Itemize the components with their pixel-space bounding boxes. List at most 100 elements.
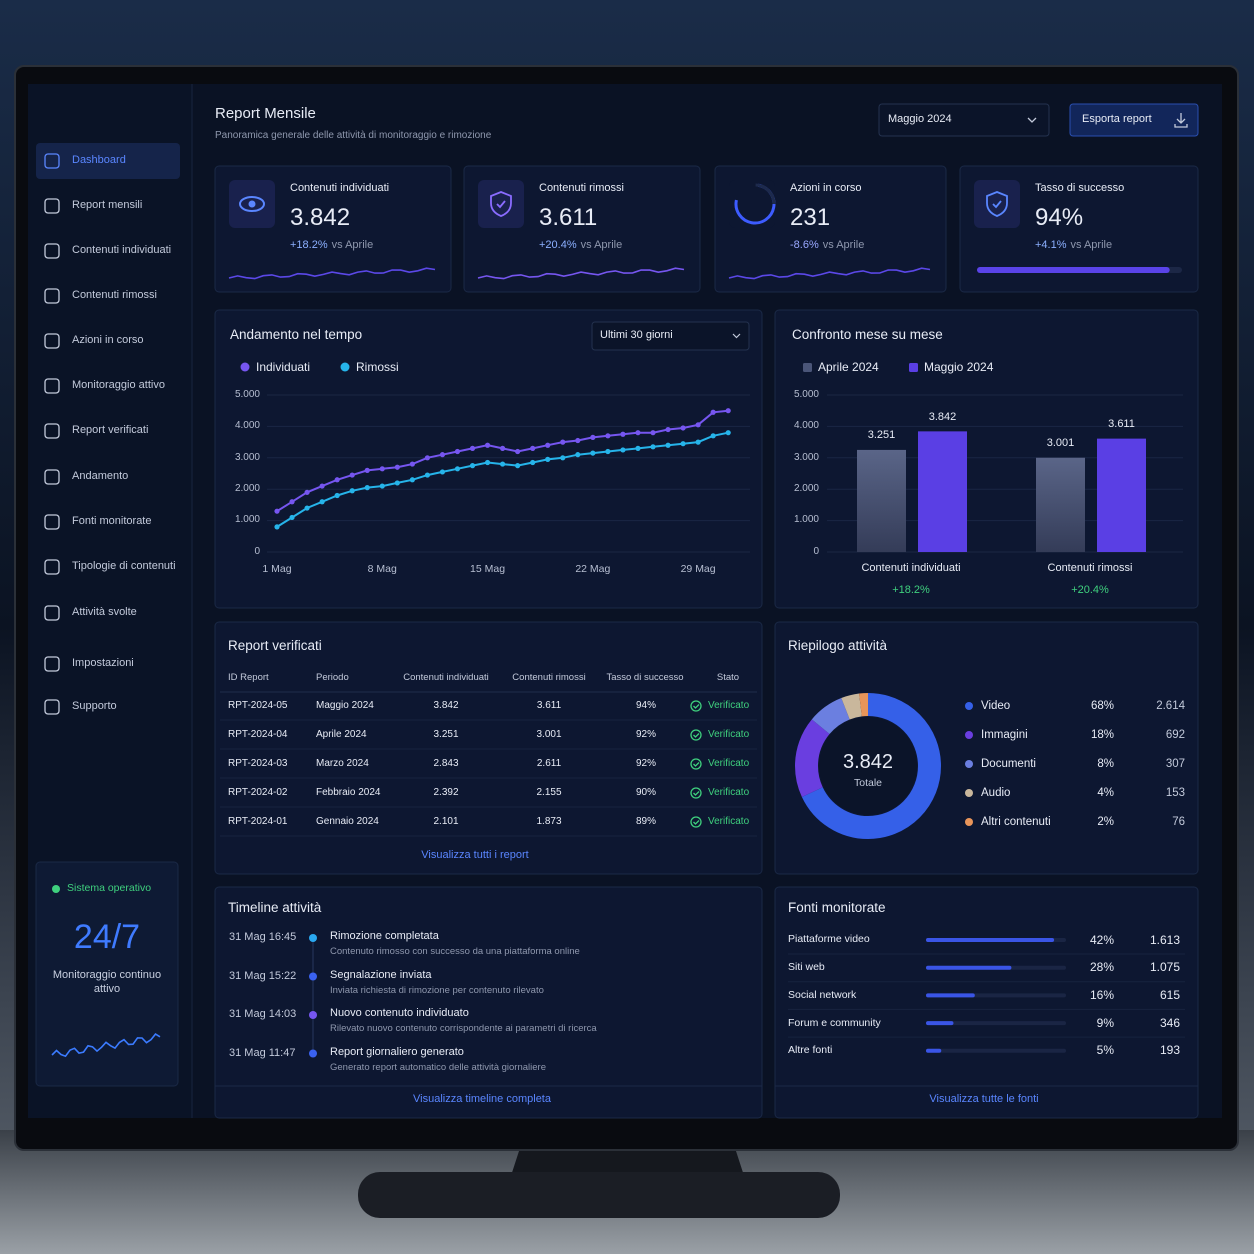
count-label: 692 (1165, 728, 1185, 741)
nav-item[interactable]: Report mensili (72, 199, 143, 212)
legend-label[interactable]: Documenti (981, 757, 1036, 770)
export-button-label[interactable]: Esporta report (1082, 113, 1152, 126)
progress-bar (977, 267, 1170, 273)
nav-item[interactable]: Tipologie di contenuti (72, 560, 176, 573)
percent-label: 42% (1089, 932, 1114, 947)
point (620, 447, 626, 453)
chevron (1027, 117, 1037, 123)
column-header: Contenuti rimossi (512, 672, 586, 684)
point (274, 524, 280, 530)
legend-swatch (340, 362, 350, 372)
source-bar (926, 1048, 942, 1053)
table-cell: 3.251 (433, 728, 459, 740)
point (334, 477, 340, 483)
sources-link[interactable]: Visualizza tutte le fonti (929, 1093, 1039, 1106)
period-select-label[interactable]: Maggio 2024 (888, 113, 952, 126)
source-name: Forum e community (788, 1016, 881, 1029)
status-card (35, 861, 179, 1087)
kpi-comparison: vs Aprile (822, 239, 865, 252)
percent-label: 28% (1089, 960, 1114, 975)
percent-label: 9% (1096, 1015, 1114, 1030)
timeline-time: 31 Mag 16:45 (229, 931, 297, 944)
legend-swatch (240, 362, 250, 372)
point (545, 456, 551, 462)
nav-item[interactable]: Contenuti individuati (72, 244, 172, 257)
donut-hole (819, 717, 917, 815)
legend-label[interactable]: Individuati (256, 359, 311, 374)
nav-item[interactable]: Impostazioni (72, 657, 134, 670)
timeline-time: 31 Mag 15:22 (229, 969, 297, 982)
legend-dot (965, 760, 973, 768)
nav-item[interactable]: Contenuti rimossi (72, 289, 157, 302)
nav-item[interactable]: Fonti monitorate (72, 515, 152, 528)
table-cell: 90% (635, 786, 656, 798)
count-label: 307 (1165, 757, 1185, 770)
point (515, 448, 521, 455)
card-title: Andamento nel tempo (230, 326, 363, 342)
nav-icon (44, 699, 60, 715)
legend-label[interactable]: Rimossi (356, 359, 399, 374)
nav-item[interactable]: Report verificati (72, 424, 149, 437)
timeline-link[interactable]: Visualizza timeline completa (413, 1093, 551, 1106)
y-tick-label: 4.000 (234, 420, 260, 432)
source-name: Siti web (788, 961, 825, 974)
point (620, 431, 626, 437)
legend-label[interactable]: Maggio 2024 (924, 359, 994, 374)
chevron (732, 333, 741, 339)
nav-item[interactable]: Attività svolte (72, 606, 137, 619)
kpi-change: +20.4% (539, 239, 577, 252)
legend-label[interactable]: Immagini (981, 728, 1028, 741)
point (590, 434, 596, 440)
count-label: 1.613 (1149, 932, 1180, 947)
table-cell: Marzo 2024 (316, 757, 369, 769)
nav-item[interactable]: Azioni in corso (72, 334, 144, 347)
source-bar (926, 965, 1012, 970)
nav-item[interactable]: Supporto (72, 700, 117, 713)
y-tick-label: 2.000 (234, 483, 260, 494)
nav-item[interactable]: Monitoraggio attivo (72, 379, 165, 392)
point (725, 408, 731, 414)
y-tick-label: 0 (813, 545, 819, 557)
value-label: 3.842 (928, 410, 957, 423)
y-tick-label: 1.000 (793, 514, 819, 526)
legend-label[interactable]: Altri contenuti (981, 815, 1051, 828)
legend-label[interactable]: Audio (981, 786, 1011, 799)
timeline-description: Inviata richiesta di rimozione per conte… (330, 984, 544, 996)
legend-dot (965, 702, 973, 710)
percent-label: 5% (1096, 1043, 1114, 1058)
point (605, 433, 611, 439)
nav-icon (44, 333, 60, 349)
nav-icon (44, 605, 60, 621)
value-label: 3.251 (867, 429, 896, 442)
point (469, 445, 476, 451)
range-select-label[interactable]: Ultimi 30 giorni (600, 329, 673, 342)
table-link[interactable]: Visualizza tutti i report (421, 849, 529, 862)
kpi-value: 3.611 (539, 204, 598, 232)
nav-item[interactable]: Andamento (72, 470, 129, 483)
timeline-title: Segnalazione inviata (330, 968, 432, 981)
point (635, 445, 641, 451)
point (695, 439, 701, 445)
x-tick-label: 8 Mag (367, 563, 397, 576)
table-cell: 94% (635, 699, 656, 711)
legend-label[interactable]: Aprile 2024 (818, 359, 879, 374)
nav-item[interactable]: Dashboard (72, 154, 126, 167)
check-icon (690, 787, 702, 799)
nav-icon (44, 288, 60, 304)
kpi-value: 94% (1035, 204, 1084, 232)
count-label: 346 (1159, 1015, 1180, 1030)
kpi-icon-bg (478, 180, 524, 228)
legend-label[interactable]: Video (981, 699, 1011, 712)
card (214, 621, 763, 875)
timeline-dot (309, 934, 317, 942)
kpi-label: Azioni in corso (790, 182, 862, 195)
table-cell: 92% (635, 728, 656, 740)
nav-icon (44, 378, 60, 394)
point (530, 445, 536, 451)
nav-icon (44, 514, 60, 530)
point (560, 439, 566, 445)
donut-slice (795, 693, 941, 839)
value-label: 3.611 (1108, 417, 1135, 430)
